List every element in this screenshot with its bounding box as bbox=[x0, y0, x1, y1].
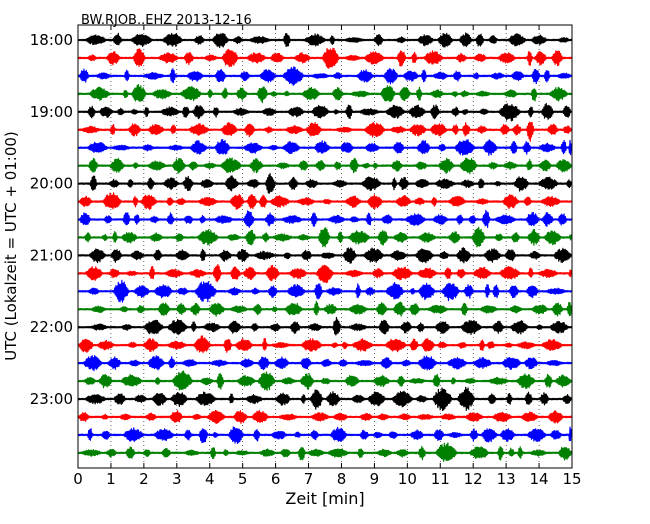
trace-2145 bbox=[77, 300, 573, 317]
trace-2345 bbox=[77, 442, 573, 463]
trace-1815 bbox=[77, 47, 573, 69]
trace-1930 bbox=[77, 139, 573, 156]
x-tick-label: 1 bbox=[106, 470, 116, 488]
trace-2130 bbox=[77, 279, 573, 303]
y-tick-label: 19:00 bbox=[30, 103, 73, 121]
y-tick-label: 23:00 bbox=[30, 390, 73, 408]
x-tick-label: 11 bbox=[431, 470, 450, 488]
trace-2100 bbox=[77, 247, 573, 264]
trace-1800 bbox=[77, 32, 573, 49]
x-axis-label: Zeit [min] bbox=[285, 489, 364, 508]
x-tick-label: 0 bbox=[73, 470, 83, 488]
x-tick-label: 8 bbox=[337, 470, 347, 488]
trace-2230 bbox=[77, 355, 573, 372]
chart-title: BW.RJOB..EHZ 2013-12-16 bbox=[81, 13, 252, 28]
trace-2330 bbox=[77, 426, 573, 445]
trace-2045 bbox=[77, 226, 573, 248]
y-tick-label: 22:00 bbox=[30, 318, 73, 336]
x-tick-label: 3 bbox=[172, 470, 182, 488]
trace-1945 bbox=[77, 157, 573, 175]
trace-1845 bbox=[77, 84, 573, 104]
trace-2000 bbox=[77, 173, 573, 194]
trace-2030 bbox=[77, 209, 573, 228]
x-tick-label: 9 bbox=[370, 470, 380, 488]
trace-1915 bbox=[77, 121, 573, 142]
trace-2200 bbox=[77, 316, 573, 336]
trace-2015 bbox=[77, 192, 573, 211]
x-tick-label: 15 bbox=[562, 470, 581, 488]
trace-2115 bbox=[77, 263, 573, 284]
x-tick-label: 5 bbox=[238, 470, 248, 488]
y-tick-label: 18:00 bbox=[30, 31, 73, 49]
waveform-traces bbox=[77, 32, 573, 463]
x-tick-label: 10 bbox=[398, 470, 417, 488]
plot-frame bbox=[77, 24, 573, 469]
x-tick-label: 2 bbox=[139, 470, 149, 488]
x-tick-label: 6 bbox=[271, 470, 281, 488]
x-tick-label: 13 bbox=[497, 470, 516, 488]
trace-1830 bbox=[77, 66, 573, 86]
trace-2245 bbox=[77, 370, 573, 392]
trace-2215 bbox=[77, 335, 573, 354]
x-tick-label: 4 bbox=[205, 470, 215, 488]
y-axis-ticks: 18:00 19:00 20:00 21:00 22:00 23:00 bbox=[30, 31, 83, 408]
x-tick-label: 7 bbox=[304, 470, 314, 488]
trace-1900 bbox=[77, 102, 573, 122]
trace-2315 bbox=[77, 409, 573, 425]
x-tick-label: 14 bbox=[530, 470, 549, 488]
x-tick-label: 12 bbox=[464, 470, 483, 488]
y-tick-label: 21:00 bbox=[30, 246, 73, 264]
y-tick-label: 20:00 bbox=[30, 175, 73, 193]
x-axis-ticks: 0 1 2 3 4 5 6 7 8 9 10 11 12 13 14 15 bbox=[73, 25, 582, 488]
trace-2300 bbox=[77, 386, 573, 412]
y-axis-label: UTC (Lokalzeit = UTC + 01:00) bbox=[2, 131, 20, 361]
